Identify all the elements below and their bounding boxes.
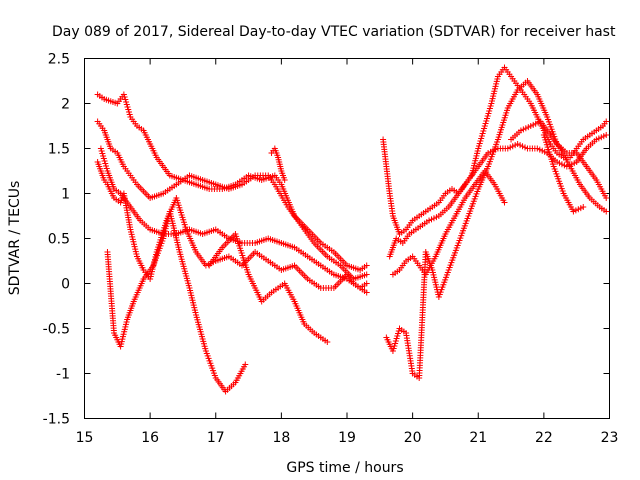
- x-tick-label: 18: [272, 430, 290, 446]
- data-point: [242, 361, 249, 368]
- series-trace-C: [97, 145, 370, 291]
- y-tick-label: 1: [61, 187, 70, 203]
- y-tick-label: -1: [56, 367, 70, 383]
- data-point: [603, 208, 610, 215]
- data-point: [363, 271, 370, 278]
- data-point: [603, 132, 610, 138]
- x-tick-label: 16: [141, 430, 159, 446]
- x-tick-label: 20: [404, 430, 422, 446]
- y-tick-label: 2.5: [48, 52, 70, 68]
- series-trace-K: [389, 168, 508, 278]
- series-trace-M: [540, 132, 587, 215]
- x-tick-label: 22: [535, 430, 553, 446]
- y-axis-label: SDTVAR / TECUs: [7, 181, 23, 296]
- y-tick-label: 2: [61, 97, 70, 113]
- data-point: [363, 262, 370, 269]
- chart-title: Day 089 of 2017, Sidereal Day-to-day VTE…: [52, 24, 616, 40]
- series-trace-D: [94, 159, 370, 296]
- series-trace-E: [104, 208, 249, 395]
- x-tick-label: 15: [76, 430, 94, 446]
- data-point: [363, 280, 370, 287]
- y-tick-label: -0.5: [43, 322, 70, 338]
- series-trace-J: [383, 78, 610, 381]
- data-point: [501, 199, 508, 206]
- x-axis-label: GPS time / hours: [286, 460, 403, 476]
- y-tick-label: 0: [61, 277, 70, 293]
- series-trace-F: [206, 231, 331, 345]
- x-tick-label: 23: [601, 430, 619, 446]
- data-point: [603, 195, 610, 201]
- x-tick-label: 19: [338, 430, 356, 446]
- data-point: [603, 118, 610, 125]
- data-point: [281, 177, 288, 183]
- y-tick-label: 0.5: [48, 232, 70, 248]
- x-tick-label: 21: [469, 430, 487, 446]
- y-axis: -1.5 -1 -0.5 0 0.5 1 1.5 2 2.5: [43, 52, 610, 428]
- x-tick-label: 17: [207, 430, 225, 446]
- series-trace-B: [94, 118, 370, 282]
- y-tick-label: -1.5: [43, 412, 70, 428]
- data-point: [324, 339, 331, 345]
- data-series: [94, 64, 610, 395]
- data-point: [363, 289, 370, 296]
- series-trace-G: [268, 145, 288, 183]
- x-axis: 15 16 17 18 19 20 21 22 23: [76, 58, 619, 446]
- y-tick-label: 1.5: [48, 142, 70, 158]
- series-trace-L: [508, 118, 610, 215]
- data-point: [580, 204, 587, 210]
